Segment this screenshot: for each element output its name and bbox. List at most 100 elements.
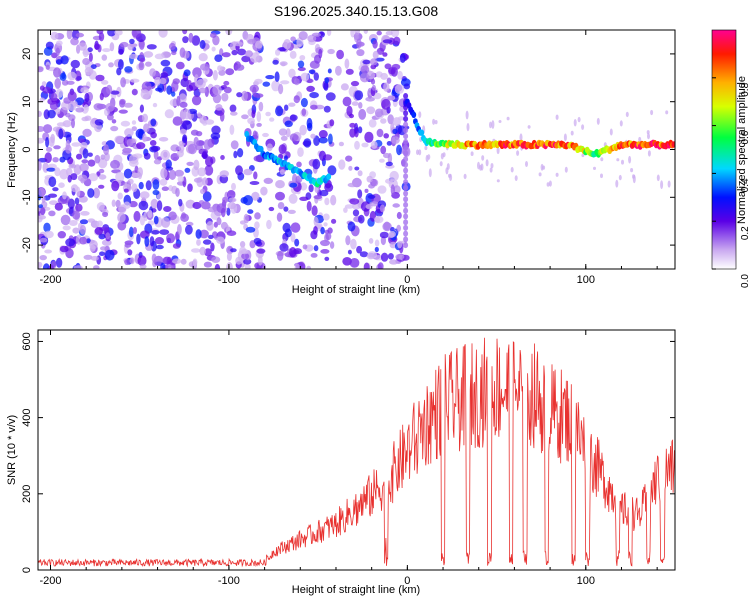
spectrogram-cell [498,120,502,123]
spectrogram-cell [159,77,167,85]
spectrogram-cell [275,191,285,201]
spectrogram-cell [356,245,363,254]
spectrogram-cell [203,139,212,150]
spectrogram-cell [600,173,603,179]
spectrogram-cell [519,133,523,142]
spectrogram-cell [240,248,249,255]
spectrogram-cell [128,154,139,165]
spectrogram-cell [102,48,111,53]
spectrogram-cell [89,244,96,252]
spectrogram-cell [65,238,76,247]
spectrogram-cell [465,110,469,120]
spectrogram-cell [303,138,312,148]
spectrogram-cell [272,59,279,65]
spectrogram-cell [403,242,409,249]
spectrogram-cell [374,246,379,253]
spectrogram-cell [178,93,187,104]
spectrogram-cell [396,224,402,232]
spectrogram-cell [490,163,494,169]
snr-plot-area [38,337,675,568]
spectrogram-cell [403,121,409,128]
spectrogram-cell [306,201,312,212]
spectrogram-cell [172,116,183,126]
spectrogram-cell [403,213,409,220]
spectrogram-cell [66,30,73,40]
spectrogram-cell [481,155,485,161]
spectrogram-cell [318,130,328,139]
spectrogram-cell [207,206,218,213]
spectrogram-cell [188,32,194,43]
spectrogram-cell [220,155,225,160]
spectrogram-cell [368,183,375,189]
spectrogram-cell [95,74,105,82]
spectrogram-cell [403,184,409,191]
spectrogram-cell [76,153,83,160]
spectrogram-cell [93,103,104,111]
snr-y-label: SNR (10 * v/v) [6,415,18,485]
spectrogram-cell [54,79,61,90]
spectrogram-cell [347,249,352,255]
spectrogram-cell [77,42,88,51]
spectrogram-cell [156,200,163,212]
spectrogram-cell [349,113,354,119]
spectrogram-cell [53,67,61,78]
spectrogram-cell [336,49,344,60]
spectrogram-cell [160,72,169,78]
spectrogram-cell [82,48,89,58]
spectrogram-cell [386,77,392,84]
spectrogram-cell [233,41,244,47]
spectrogram-cell [96,220,103,227]
x-tick-label: -100 [218,274,240,286]
spectrogram-cell [139,191,150,199]
spectrogram-cell [370,64,377,70]
spectrogram-cell [364,188,369,193]
spectrogram-cell [338,141,344,147]
spectrogram-cell [110,125,119,132]
spectrogram-cell [72,210,81,220]
spectrogram-cell [183,108,191,120]
spectrogram-cell [330,194,337,206]
spectrogram-cell [403,196,409,203]
spectrogram-cell [139,264,147,269]
spectrogram-cell [203,261,212,268]
spectrogram-cell [193,159,200,171]
spectrogram-cell [52,187,59,192]
spectrogram-cell [667,180,671,188]
spectrogram-cell [548,180,552,187]
spectrogram-cell [84,115,92,121]
spectrogram-cell [403,156,409,163]
spectrogram-cell [369,58,378,66]
spectrogram-cell [424,145,428,151]
spectrogram-cell [379,158,385,163]
spectrogram-cell [193,136,199,147]
spectrogram-cell [350,80,360,87]
spectrogram-cell [393,185,401,194]
spectrogram-cell [293,78,300,86]
spectrogram-cell [117,192,123,200]
spectrogram-cell [383,152,391,159]
spectrogram-cell [60,55,69,65]
spectrogram-cell [159,178,168,186]
spectrogram-ridge-cell [411,111,417,119]
spectrogram-cell [283,39,291,50]
spectrogram-cell [324,256,330,261]
spectrogram-cell [199,229,209,239]
spectrogram-cell [62,225,71,231]
spectrogram-cell [306,85,315,92]
spectrogram-cell [241,253,250,260]
spectrogram-cell [356,49,365,57]
spectrogram-cell [45,64,50,70]
spectrogram-cell [131,88,138,96]
spectrogram-cell [159,229,170,236]
snr-axes: -200 -100 0 100 0 200 400 600 [21,330,675,587]
spectrogram-cell [119,41,129,48]
spectrogram-cell [399,53,406,63]
spectrogram-cell [59,168,69,180]
spectrogram-cell [117,212,126,223]
spectrogram-cell [449,173,453,181]
spectrogram-cell [87,159,96,167]
spectrogram-cell [78,138,85,144]
spectrogram-cell [427,154,431,160]
snr-frame [37,329,676,571]
colorbar-tick-label: 0.2 [740,226,750,240]
